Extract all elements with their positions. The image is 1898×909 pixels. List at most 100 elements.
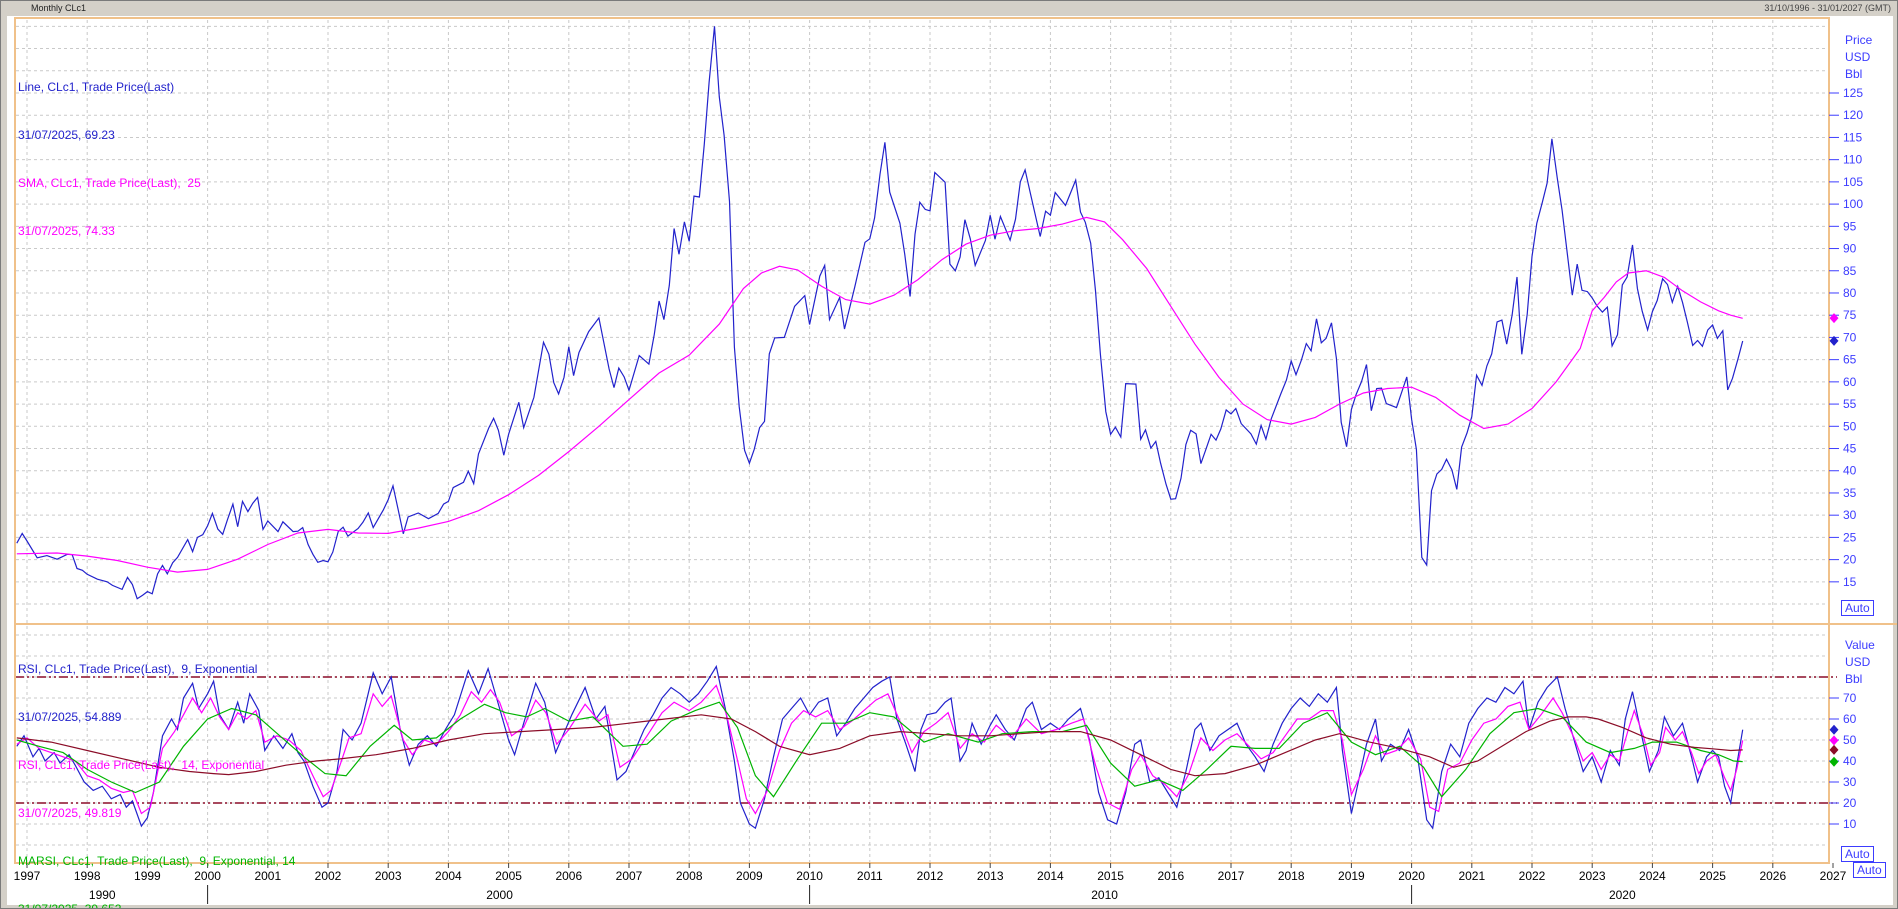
price-tick-label: 115 xyxy=(1843,130,1862,144)
x-axis-year-label: 2019 xyxy=(1338,869,1365,883)
series-magenta xyxy=(16,216,1743,573)
price-tick-label: 45 xyxy=(1843,442,1857,456)
lower-last-value-marker xyxy=(1829,744,1839,755)
x-axis-year-label: 2004 xyxy=(435,869,462,883)
price-tick-label: 35 xyxy=(1843,486,1857,500)
price-tick-label: 80 xyxy=(1843,286,1857,300)
x-axis-year-label: 2017 xyxy=(1217,869,1245,883)
legend-rsi9-value: 31/07/2025, 54.889 xyxy=(18,710,122,724)
price-tick-label: 90 xyxy=(1843,242,1857,256)
series-blue xyxy=(16,664,1744,830)
value-tick-label: 20 xyxy=(1843,796,1857,810)
price-tick-label: 120 xyxy=(1843,108,1863,122)
x-axis-year-label: 2005 xyxy=(495,869,522,883)
legend-rsi14-value: 31/07/2025, 49.819 xyxy=(18,806,122,820)
price-tick-label: 20 xyxy=(1843,553,1857,567)
legend-line-series-label: Line, CLc1, Trade Price(Last) xyxy=(18,80,175,94)
lower-last-value-marker xyxy=(1829,756,1839,767)
x-axis-year-label: 2006 xyxy=(555,869,583,883)
x-axis-year-label: 2027 xyxy=(1819,869,1847,883)
legend-rsi9-label: RSI, CLc1, Trade Price(Last), 9, Exponen… xyxy=(18,662,258,676)
price-tick-label: 125 xyxy=(1843,86,1863,100)
lower-axis-unit-usd: USD xyxy=(1845,655,1871,669)
legend-line-series-value: 31/07/2025, 69.23 xyxy=(18,128,115,142)
price-tick-label: 30 xyxy=(1843,508,1857,522)
lower-axis-unit-bbl: Bbl xyxy=(1845,672,1863,686)
main-axis-unit-bbl: Bbl xyxy=(1845,67,1863,81)
price-tick-label: 85 xyxy=(1843,264,1857,278)
x-axis-decade-label: 2000 xyxy=(486,888,513,902)
value-tick-label: 30 xyxy=(1843,775,1857,789)
x-axis-year-label: 2008 xyxy=(675,869,703,883)
x-axis-year-label: 2022 xyxy=(1518,869,1546,883)
series-maroon xyxy=(16,714,1743,777)
price-tick-label: 110 xyxy=(1843,153,1862,167)
value-tick-label: 60 xyxy=(1843,712,1857,726)
price-tick-label: 95 xyxy=(1843,219,1857,233)
price-tick-label: 65 xyxy=(1843,353,1857,367)
price-tick-label: 55 xyxy=(1843,397,1857,411)
series-green xyxy=(16,701,1743,798)
x-axis-year-label: 2009 xyxy=(736,869,763,883)
x-axis-year-label: 2014 xyxy=(1037,869,1064,883)
price-tick-label: 105 xyxy=(1843,175,1863,189)
series-magenta xyxy=(16,684,1744,815)
series-blue xyxy=(16,26,1744,600)
x-axis-year-label: 2021 xyxy=(1458,869,1486,883)
price-tick-label: 25 xyxy=(1843,530,1857,544)
x-axis-year-label: 2025 xyxy=(1699,869,1726,883)
main-last-value-marker xyxy=(1829,335,1839,346)
main-axis-unit-price: Price xyxy=(1845,33,1873,47)
price-tick-label: 60 xyxy=(1843,375,1857,389)
x-axis-year-label: 2024 xyxy=(1639,869,1666,883)
x-axis-year-label: 1998 xyxy=(73,869,101,883)
x-axis-year-label: 2001 xyxy=(254,869,282,883)
legend-sma-series-value: 31/07/2025, 74.33 xyxy=(18,224,115,238)
x-axis-year-label: 1997 xyxy=(13,869,41,883)
value-tick-label: 50 xyxy=(1843,733,1857,747)
x-axis-year-label: 2007 xyxy=(615,869,643,883)
x-axis-auto-button[interactable]: Auto xyxy=(1853,862,1886,878)
price-tick-label: 15 xyxy=(1843,575,1857,589)
legend-rsi14-label: RSI, CLc1, Trade Price(Last), 14, Expone… xyxy=(18,758,265,772)
x-axis-year-label: 1999 xyxy=(134,869,161,883)
legend-sma-series-label: SMA, CLc1, Trade Price(Last), 25 xyxy=(18,176,201,190)
x-axis-year-label: 2011 xyxy=(856,869,883,883)
x-axis-year-label: 2023 xyxy=(1578,869,1606,883)
x-axis-year-label: 2026 xyxy=(1759,869,1787,883)
x-axis-year-label: 2002 xyxy=(314,869,342,883)
lower-panel-legend: RSI, CLc1, Trade Price(Last), 9, Exponen… xyxy=(18,629,302,909)
price-tick-label: 50 xyxy=(1843,419,1857,433)
main-axis-auto-button[interactable]: Auto xyxy=(1841,600,1874,616)
main-axis-unit-usd: USD xyxy=(1845,50,1871,64)
x-axis-decade-label: 1990 xyxy=(88,888,116,902)
x-axis-decade-label: 2020 xyxy=(1608,888,1636,902)
value-tick-label: 10 xyxy=(1843,817,1857,831)
main-axis-unit-label: Price USD Bbl xyxy=(1845,32,1872,83)
value-tick-label: 40 xyxy=(1843,754,1857,768)
x-axis-year-label: 2000 xyxy=(194,869,221,883)
x-axis-year-label: 2016 xyxy=(1157,869,1185,883)
lower-last-value-marker xyxy=(1829,724,1839,735)
legend-marsi9-label: MARSI, CLc1, Trade Price(Last), 9, Expon… xyxy=(18,854,296,868)
x-axis-year-label: 2018 xyxy=(1277,869,1305,883)
x-axis-year-label: 2010 xyxy=(796,869,823,883)
x-axis-year-label: 2020 xyxy=(1398,869,1425,883)
price-tick-label: 100 xyxy=(1843,197,1863,211)
value-tick-label: 70 xyxy=(1843,691,1857,705)
plot-frame xyxy=(14,17,1830,864)
main-last-value-marker xyxy=(1829,313,1839,324)
lower-axis-auto-button[interactable]: Auto xyxy=(1841,846,1874,862)
price-tick-label: 75 xyxy=(1843,308,1857,322)
price-tick-label: 40 xyxy=(1843,464,1857,478)
legend-marsi9-value: 31/07/2025, 39.652 xyxy=(18,902,122,909)
lower-axis-unit-label: Value USD Bbl xyxy=(1845,637,1875,688)
x-axis-year-label: 2015 xyxy=(1097,869,1124,883)
lower-last-value-marker xyxy=(1829,735,1839,746)
x-axis-year-label: 2003 xyxy=(374,869,402,883)
price-tick-label: 70 xyxy=(1843,330,1857,344)
x-axis-year-label: 2013 xyxy=(976,869,1004,883)
window-title: Monthly CLc1 xyxy=(31,3,87,13)
